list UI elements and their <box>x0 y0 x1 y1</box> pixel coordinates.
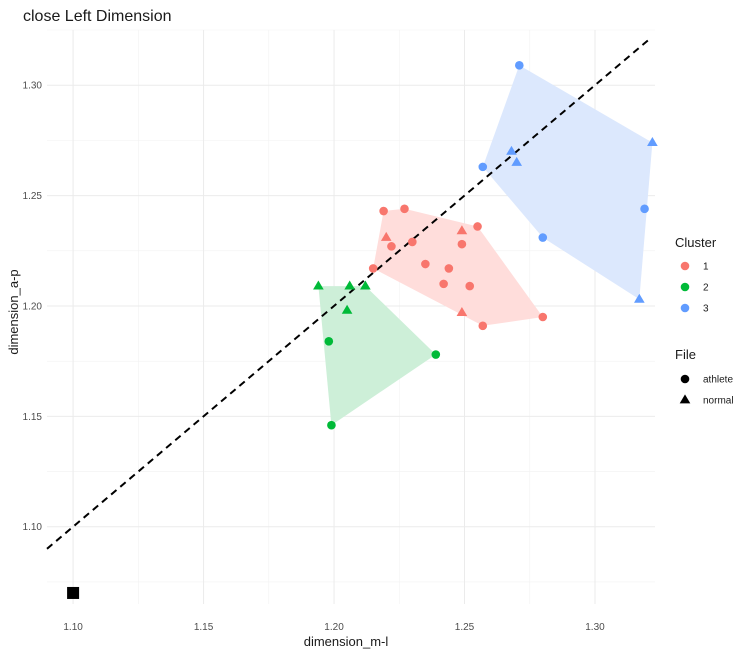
y-axis-ticks: 1.10 1.15 1.20 1.25 1.30 <box>23 81 43 534</box>
cluster-2-athlete-point <box>327 420 336 430</box>
cluster-legend-key-1 <box>680 261 690 271</box>
cluster-legend-key-2 <box>680 282 690 292</box>
file-legend: File athlete normal <box>675 347 734 407</box>
cluster-1-hull <box>373 208 543 326</box>
cluster-1-athlete-point <box>439 279 448 289</box>
cluster-3-normal-point <box>506 145 517 155</box>
cluster-3-athlete-point <box>640 204 649 214</box>
file-legend-title: File <box>675 347 696 362</box>
cluster-2-hull <box>318 286 436 426</box>
cluster-3-hull <box>482 65 653 300</box>
cluster-legend-label: 2 <box>703 283 709 294</box>
cluster-3-normal-point <box>511 156 523 166</box>
x-tick-label: 1.15 <box>194 622 214 633</box>
cluster-1-normal-point <box>456 225 468 235</box>
x-tick-label: 1.25 <box>455 622 475 633</box>
cluster-2-athlete-point <box>324 336 334 346</box>
y-tick-label: 1.20 <box>23 301 43 312</box>
cluster-legend: Cluster 1 2 3 <box>675 235 717 315</box>
data-points <box>67 61 658 599</box>
file-legend-label: athlete <box>703 375 733 386</box>
y-axis-title: dimension_a-p <box>6 269 21 354</box>
y-tick-label: 1.30 <box>23 81 43 92</box>
cluster-2-normal-point <box>341 304 353 314</box>
cluster-1-athlete-point <box>421 259 430 269</box>
cluster-3-athlete-point <box>515 61 524 70</box>
y-tick-label: 1.10 <box>23 522 43 533</box>
cluster-1-normal-point <box>380 231 392 241</box>
cluster-2-athlete-point <box>431 350 441 359</box>
cluster-3-athlete-point <box>538 233 548 242</box>
cluster-1-normal-point <box>456 306 468 316</box>
cluster-legend-label: 1 <box>703 262 709 273</box>
cluster-1-athlete-point <box>400 204 409 214</box>
cluster-legend-key-3 <box>680 303 690 313</box>
x-axis-ticks: 1.10 1.15 1.20 1.25 1.30 <box>63 622 605 633</box>
square-point <box>67 586 80 599</box>
y-tick-label: 1.25 <box>23 191 43 202</box>
x-tick-label: 1.30 <box>585 622 605 633</box>
cluster-2-normal-point <box>360 280 371 290</box>
file-legend-key-normal <box>679 394 691 404</box>
cluster-legend-title: Cluster <box>675 235 717 250</box>
cluster-1-athlete-point <box>408 237 417 247</box>
cluster-3-normal-point <box>634 293 645 303</box>
y-tick-label: 1.15 <box>23 412 43 423</box>
file-legend-key-athlete <box>680 374 690 384</box>
x-tick-label: 1.10 <box>63 622 83 633</box>
cluster-1-athlete-point <box>478 321 488 331</box>
cluster-3-athlete-point <box>478 162 488 172</box>
cluster-3-normal-point <box>647 136 658 146</box>
x-axis-title: dimension_m-l <box>304 634 389 649</box>
cluster-2-normal-point <box>313 280 324 290</box>
x-tick-label: 1.20 <box>324 622 344 633</box>
cluster-1-athlete-point <box>444 264 454 273</box>
cluster-1-athlete-point <box>473 222 482 231</box>
cluster-1-athlete-point <box>538 312 548 322</box>
cluster-1-athlete-point <box>465 281 475 291</box>
cluster-1-athlete-point <box>457 239 467 249</box>
cluster-1-athlete-point <box>368 264 378 273</box>
cluster-hulls <box>318 65 653 426</box>
cluster-1-athlete-point <box>379 206 388 216</box>
file-legend-label: normal <box>703 396 734 407</box>
chart-title: close Left Dimension <box>23 8 172 25</box>
cluster-1-athlete-point <box>387 242 396 251</box>
cluster-legend-label: 3 <box>703 304 709 315</box>
cluster-2-normal-point <box>344 280 356 290</box>
